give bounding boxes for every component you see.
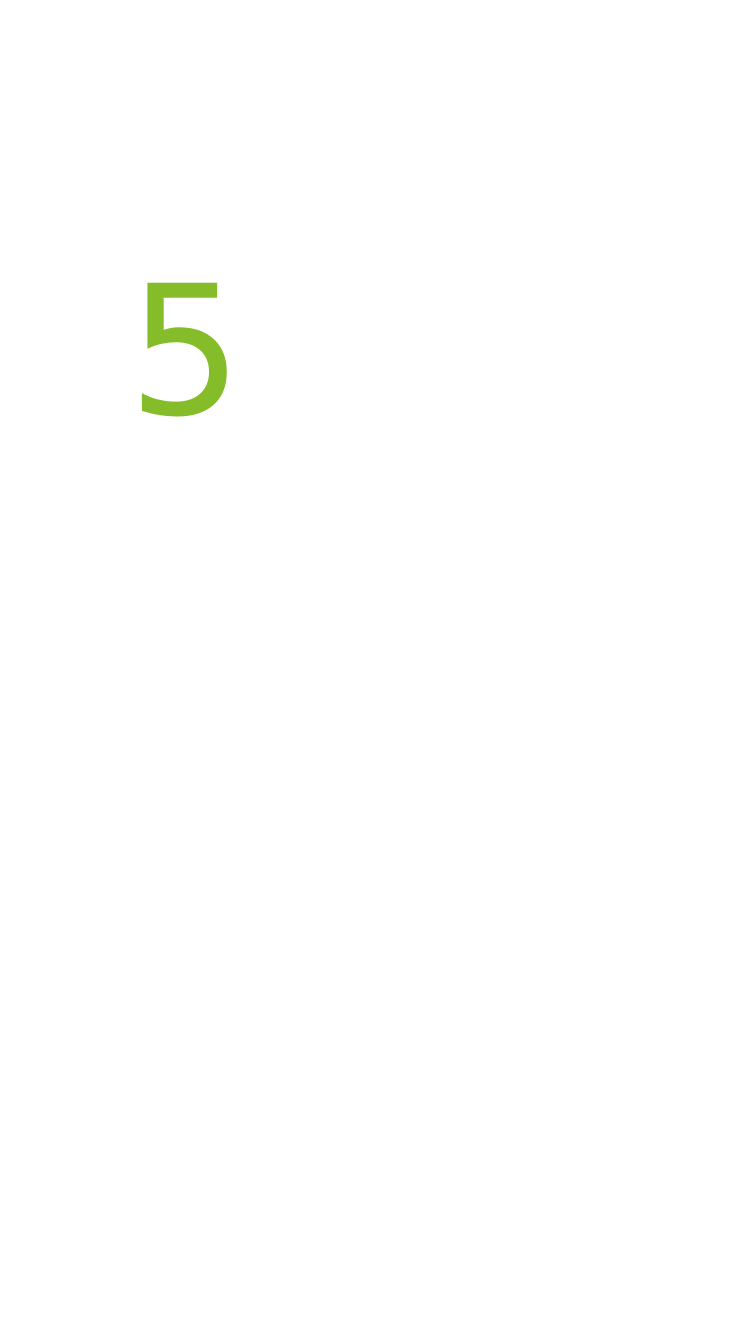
countdown-number: 5 xyxy=(128,248,243,457)
